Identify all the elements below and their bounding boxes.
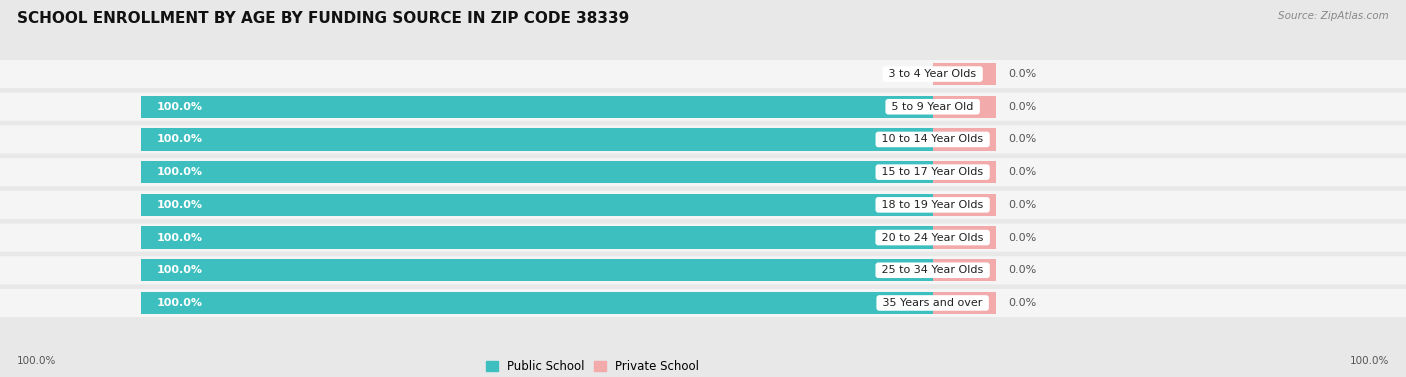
Bar — [932, 96, 995, 118]
Text: 0.0%: 0.0% — [1008, 233, 1036, 242]
Text: 0.0%: 0.0% — [1008, 135, 1036, 144]
Text: 10 to 14 Year Olds: 10 to 14 Year Olds — [879, 135, 987, 144]
Text: 5 to 9 Year Old: 5 to 9 Year Old — [889, 102, 977, 112]
Bar — [141, 292, 932, 314]
Text: 0.0%: 0.0% — [1008, 265, 1036, 275]
Text: 100.0%: 100.0% — [156, 135, 202, 144]
Bar — [932, 292, 995, 314]
Text: 100.0%: 100.0% — [1350, 356, 1389, 366]
FancyBboxPatch shape — [0, 158, 1406, 186]
FancyBboxPatch shape — [0, 60, 1406, 88]
Text: 100.0%: 100.0% — [17, 356, 56, 366]
Text: 15 to 17 Year Olds: 15 to 17 Year Olds — [879, 167, 987, 177]
Text: 100.0%: 100.0% — [156, 265, 202, 275]
Text: 100.0%: 100.0% — [156, 200, 202, 210]
Bar — [932, 161, 995, 183]
Text: SCHOOL ENROLLMENT BY AGE BY FUNDING SOURCE IN ZIP CODE 38339: SCHOOL ENROLLMENT BY AGE BY FUNDING SOUR… — [17, 11, 628, 26]
Text: 0.0%: 0.0% — [1008, 69, 1036, 79]
Bar — [932, 128, 995, 150]
Bar — [141, 227, 932, 249]
Text: 0.0%: 0.0% — [1008, 167, 1036, 177]
FancyBboxPatch shape — [0, 191, 1406, 219]
Text: 100.0%: 100.0% — [156, 233, 202, 242]
Text: Source: ZipAtlas.com: Source: ZipAtlas.com — [1278, 11, 1389, 21]
Bar — [932, 194, 995, 216]
Text: 100.0%: 100.0% — [156, 298, 202, 308]
Text: 100.0%: 100.0% — [156, 102, 202, 112]
FancyBboxPatch shape — [0, 126, 1406, 153]
Text: 100.0%: 100.0% — [156, 167, 202, 177]
Text: 25 to 34 Year Olds: 25 to 34 Year Olds — [879, 265, 987, 275]
Text: 0.0%: 0.0% — [889, 69, 917, 79]
Bar — [141, 96, 932, 118]
Text: 0.0%: 0.0% — [1008, 298, 1036, 308]
Bar — [932, 227, 995, 249]
FancyBboxPatch shape — [0, 256, 1406, 284]
Legend: Public School, Private School: Public School, Private School — [481, 356, 704, 377]
Bar — [141, 259, 932, 281]
FancyBboxPatch shape — [0, 224, 1406, 251]
Bar — [141, 128, 932, 150]
Text: 20 to 24 Year Olds: 20 to 24 Year Olds — [879, 233, 987, 242]
Bar — [141, 194, 932, 216]
Bar — [932, 63, 995, 85]
Bar — [141, 161, 932, 183]
FancyBboxPatch shape — [0, 289, 1406, 317]
Text: 0.0%: 0.0% — [1008, 200, 1036, 210]
Text: 35 Years and over: 35 Years and over — [879, 298, 986, 308]
Bar — [932, 259, 995, 281]
FancyBboxPatch shape — [0, 93, 1406, 121]
Text: 0.0%: 0.0% — [1008, 102, 1036, 112]
Text: 3 to 4 Year Olds: 3 to 4 Year Olds — [886, 69, 980, 79]
Text: 18 to 19 Year Olds: 18 to 19 Year Olds — [879, 200, 987, 210]
